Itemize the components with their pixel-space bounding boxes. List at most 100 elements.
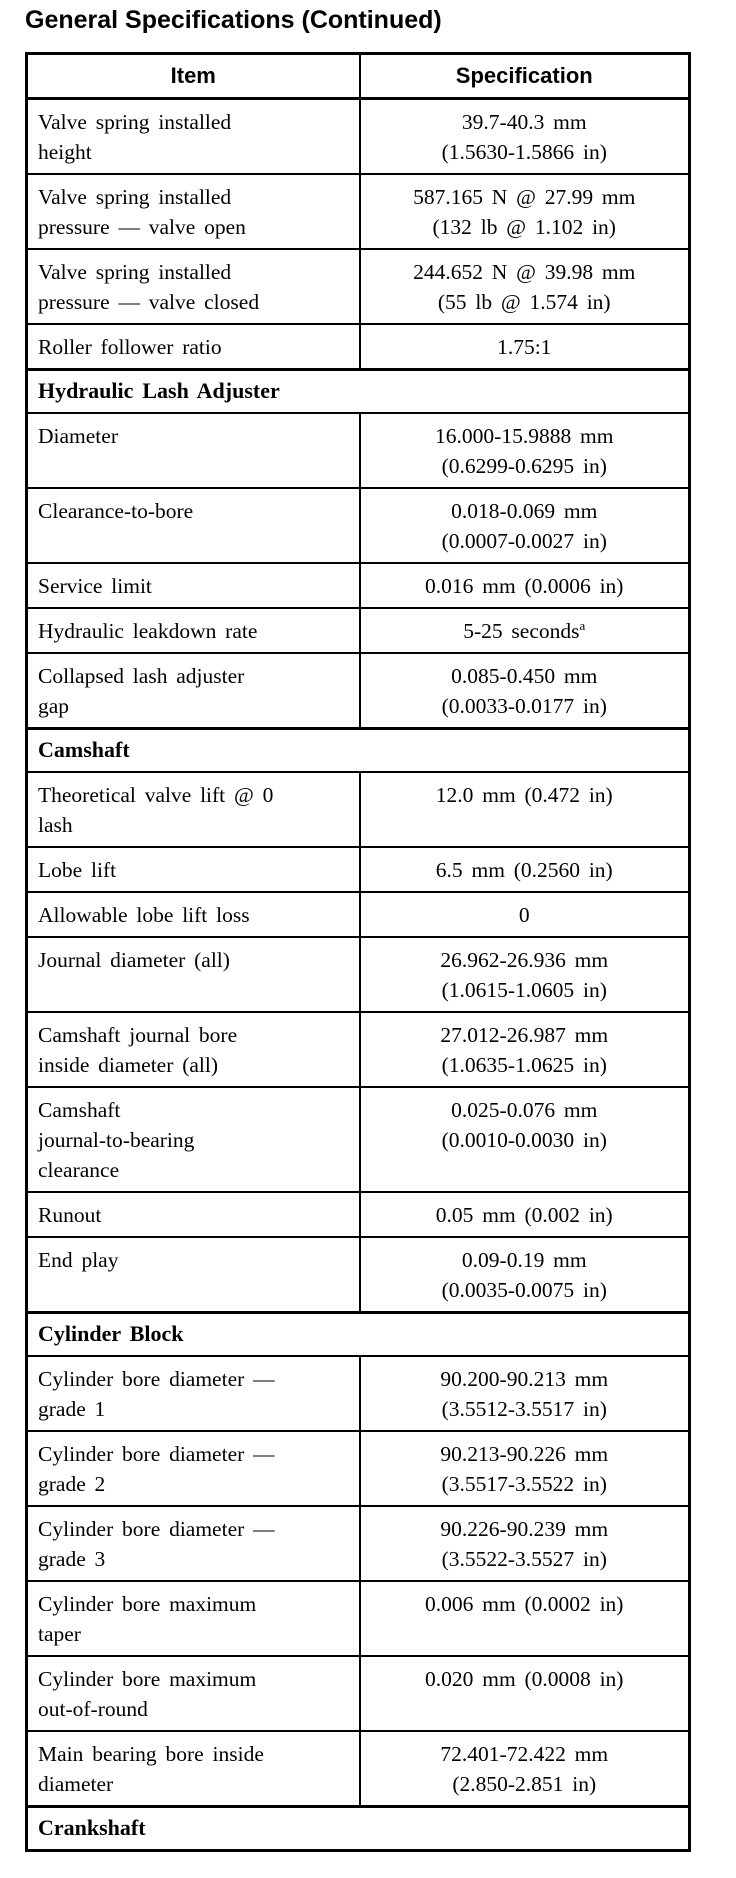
spec-line: (1.5630-1.5866 in) bbox=[441, 140, 607, 164]
table-row: Cylinder bore maximum out-of-round 0.020 m… bbox=[25, 1655, 691, 1732]
item-line: inside diameter (all) bbox=[38, 1053, 219, 1077]
item-cell: Hydraulic leakdown rate bbox=[25, 607, 361, 654]
table-row: Diameter 16.000-15.9888 mm (0.6299-0.6295 … bbox=[25, 412, 691, 489]
spec-line: (0.0010-0.0030 in) bbox=[441, 1128, 607, 1152]
item-line: Valve spring installed bbox=[38, 260, 232, 284]
column-header-specification: Specification bbox=[358, 52, 691, 100]
table-row: Valve spring installed pressure — valve c… bbox=[25, 248, 691, 325]
table-row: Collapsed lash adjuster gap 0.085-0.450 mm… bbox=[25, 652, 691, 730]
item-cell: Cylinder bore maximum taper bbox=[25, 1580, 361, 1657]
item-line: Cylinder bore maximum bbox=[38, 1667, 257, 1691]
item-line: Cylinder bore diameter — bbox=[38, 1367, 275, 1391]
spec-cell: 90.213-90.226 mm (3.5517-3.5522 in) bbox=[358, 1430, 691, 1507]
section-label: Cylinder Block bbox=[25, 1311, 691, 1357]
spec-cell: 72.401-72.422 mm (2.850-2.851 in) bbox=[358, 1730, 691, 1808]
item-line: Cylinder bore diameter — bbox=[38, 1442, 275, 1466]
spec-line: 12.0 mm (0.472 in) bbox=[435, 783, 613, 807]
item-line: taper bbox=[38, 1622, 81, 1646]
spec-line: (0.0035-0.0075 in) bbox=[441, 1278, 607, 1302]
item-line: height bbox=[38, 140, 92, 164]
spec-line: 244.652 N @ 39.98 mm bbox=[413, 260, 636, 284]
item-cell: Cylinder bore diameter — grade 3 bbox=[25, 1505, 361, 1582]
item-line: Service limit bbox=[38, 574, 152, 598]
spec-cell: 27.012-26.987 mm (1.0635-1.0625 in) bbox=[358, 1011, 691, 1088]
item-line: Allowable lobe lift loss bbox=[38, 903, 250, 927]
spec-line: 0.016 mm (0.0006 in) bbox=[425, 574, 624, 598]
spec-cell: 0.085-0.450 mm (0.0033-0.0177 in) bbox=[358, 652, 691, 730]
spec-line: (3.5517-3.5522 in) bbox=[441, 1472, 607, 1496]
table-row: Cylinder bore diameter — grade 1 90.200-90… bbox=[25, 1355, 691, 1432]
table-row: Journal diameter (all) 26.962-26.936 mm (1… bbox=[25, 936, 691, 1013]
item-cell: Valve spring installed pressure — valve c… bbox=[25, 248, 361, 325]
spec-cell: 5-25 secondsa bbox=[358, 607, 691, 654]
spec-cell: 0.020 mm (0.0008 in) bbox=[358, 1655, 691, 1732]
item-line: gap bbox=[38, 694, 70, 718]
spec-line: (3.5512-3.5517 in) bbox=[441, 1397, 607, 1421]
spec-line: 26.962-26.936 mm bbox=[440, 948, 609, 972]
item-line: Roller follower ratio bbox=[38, 335, 222, 359]
table-row: Clearance-to-bore 0.018-0.069 mm (0.0007-0… bbox=[25, 487, 691, 564]
spec-line: 5-25 secondsa bbox=[463, 617, 586, 643]
table-row: Cylinder bore diameter — grade 2 90.213-90… bbox=[25, 1430, 691, 1507]
item-line: Camshaft bbox=[38, 1098, 121, 1122]
spec-line: 587.165 N @ 27.99 mm bbox=[413, 185, 636, 209]
spec-cell: 0.018-0.069 mm (0.0007-0.0027 in) bbox=[358, 487, 691, 564]
item-line: Theoretical valve lift @ 0 bbox=[38, 783, 274, 807]
spec-cell: 0.025-0.076 mm (0.0010-0.0030 in) bbox=[358, 1086, 691, 1193]
spec-line: 16.000-15.9888 mm bbox=[435, 424, 614, 448]
spec-line: 6.5 mm (0.2560 in) bbox=[435, 858, 613, 882]
spec-line: (3.5522-3.5527 in) bbox=[441, 1547, 607, 1571]
table-row: Valve spring installed pressure — valve o… bbox=[25, 173, 691, 250]
item-line: Clearance-to-bore bbox=[38, 499, 194, 523]
spec-line: (0.0033-0.0177 in) bbox=[441, 694, 607, 718]
spec-cell: 0.09-0.19 mm (0.0035-0.0075 in) bbox=[358, 1236, 691, 1314]
spec-cell: 39.7-40.3 mm (1.5630-1.5866 in) bbox=[358, 97, 691, 175]
section-row: Camshaft bbox=[25, 727, 691, 773]
item-cell: Cylinder bore diameter — grade 2 bbox=[25, 1430, 361, 1507]
table-row: Camshaft journal bore inside diameter (al… bbox=[25, 1011, 691, 1088]
item-line: Cylinder bore diameter — bbox=[38, 1517, 275, 1541]
item-cell: Main bearing bore inside diameter bbox=[25, 1730, 361, 1808]
spec-cell: 0.016 mm (0.0006 in) bbox=[358, 562, 691, 609]
item-line: Main bearing bore inside bbox=[38, 1742, 264, 1766]
spec-line: 90.226-90.239 mm bbox=[440, 1517, 609, 1541]
item-line: clearance bbox=[38, 1158, 120, 1182]
spec-line: (1.0615-1.0605 in) bbox=[441, 978, 607, 1002]
table-row: Service limit 0.016 mm (0.0006 in) bbox=[25, 562, 691, 609]
item-cell: Camshaft journal bore inside diameter (al… bbox=[25, 1011, 361, 1088]
spec-line: 0.09-0.19 mm bbox=[461, 1248, 587, 1272]
item-cell: Valve spring installed height bbox=[25, 97, 361, 175]
table-row: Cylinder bore diameter — grade 3 90.226-90… bbox=[25, 1505, 691, 1582]
table-row: Lobe lift 6.5 mm (0.2560 in) bbox=[25, 846, 691, 893]
item-line: pressure — valve closed bbox=[38, 290, 260, 314]
item-line: Runout bbox=[38, 1203, 102, 1227]
item-line: Valve spring installed bbox=[38, 110, 232, 134]
spec-cell: 6.5 mm (0.2560 in) bbox=[358, 846, 691, 893]
item-cell: Service limit bbox=[25, 562, 361, 609]
table-row: End play 0.09-0.19 mm (0.0035-0.0075 in) bbox=[25, 1236, 691, 1314]
table-row: Main bearing bore inside diameter 72.401-7… bbox=[25, 1730, 691, 1808]
item-line: Collapsed lash adjuster bbox=[38, 664, 245, 688]
item-line: grade 3 bbox=[38, 1547, 106, 1571]
page-title: General Specifications (Continued) bbox=[25, 6, 442, 34]
table-row: Hydraulic leakdown rate 5-25 secondsa bbox=[25, 607, 691, 654]
header-row: Item Specification bbox=[25, 52, 691, 100]
section-row: Hydraulic Lash Adjuster bbox=[25, 368, 691, 414]
item-line: journal-to-bearing bbox=[38, 1128, 195, 1152]
item-cell: Theoretical valve lift @ 0 lash bbox=[25, 771, 361, 848]
item-line: Camshaft journal bore bbox=[38, 1023, 238, 1047]
table-row: Runout 0.05 mm (0.002 in) bbox=[25, 1191, 691, 1238]
item-cell: Camshaft journal-to-bearing clearance bbox=[25, 1086, 361, 1193]
section-label: Camshaft bbox=[25, 727, 691, 773]
section-row: Cylinder Block bbox=[25, 1311, 691, 1357]
table-row: Camshaft journal-to-bearing clearance 0.025… bbox=[25, 1086, 691, 1193]
spec-table-body: Valve spring installed height 39.7-40.3 mm… bbox=[25, 97, 691, 1852]
table-row: Cylinder bore maximum taper 0.006 mm (0.00… bbox=[25, 1580, 691, 1657]
spec-line: (2.850-2.851 in) bbox=[452, 1772, 597, 1796]
item-cell: Roller follower ratio bbox=[25, 323, 361, 371]
item-line: grade 1 bbox=[38, 1397, 106, 1421]
spec-line: 0.05 mm (0.002 in) bbox=[435, 1203, 613, 1227]
item-line: out-of-round bbox=[38, 1697, 148, 1721]
item-line: grade 2 bbox=[38, 1472, 106, 1496]
